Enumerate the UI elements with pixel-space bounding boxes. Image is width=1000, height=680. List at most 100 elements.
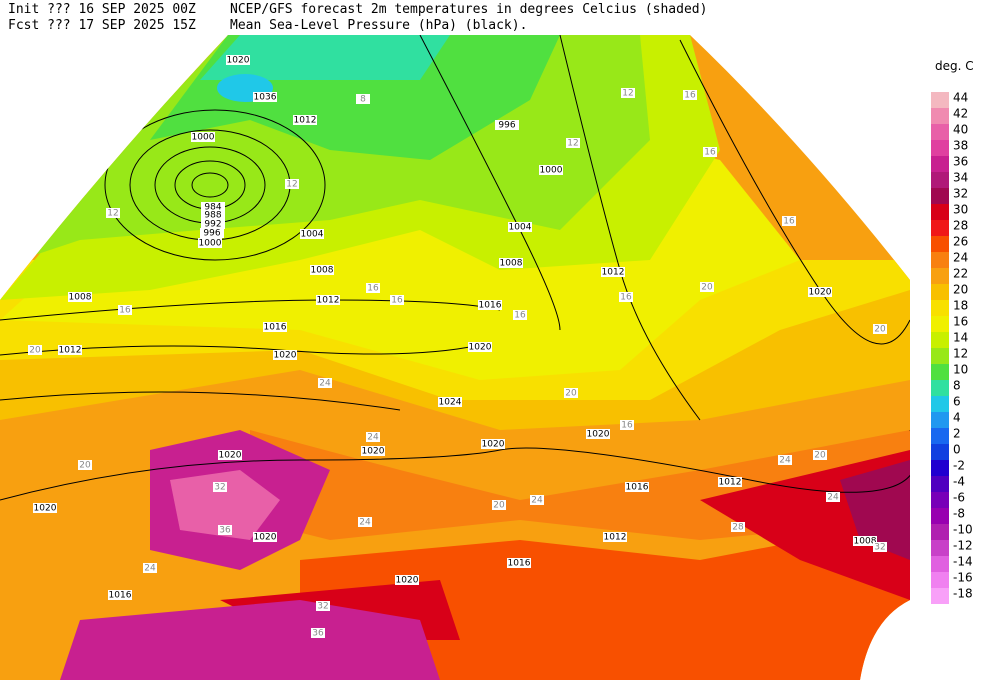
isobar-label-bg bbox=[253, 92, 277, 102]
temp-label: 12 bbox=[622, 89, 633, 99]
temp-label-bg bbox=[492, 500, 506, 510]
legend-swatch bbox=[931, 364, 949, 380]
isobar-label-bg bbox=[58, 345, 82, 355]
isobar-label-bg bbox=[108, 590, 132, 600]
isobar-label-bg bbox=[310, 265, 334, 275]
legend-label: 36 bbox=[953, 155, 968, 169]
legend-label: 22 bbox=[953, 267, 968, 281]
isobar-label: 992 bbox=[204, 220, 221, 230]
isobar-label-bg bbox=[808, 287, 832, 297]
temp-label: 16 bbox=[367, 284, 379, 294]
map-labels: 1020103610121000984988992996100010041008… bbox=[28, 55, 887, 639]
legend-label: -12 bbox=[953, 539, 973, 553]
temp-label: 12 bbox=[567, 139, 578, 149]
legend-label: 2 bbox=[953, 427, 961, 441]
isobar-label: 1016 bbox=[508, 559, 531, 569]
temp-label: 20 bbox=[79, 461, 91, 471]
temp-label: 24 bbox=[779, 456, 791, 466]
temp-label: 32 bbox=[874, 543, 885, 553]
isobar-label: 1000 bbox=[199, 239, 222, 249]
temp-label: 32 bbox=[214, 483, 225, 493]
legend-label: -6 bbox=[953, 491, 965, 505]
isobar-label: 1020 bbox=[809, 288, 832, 298]
isobar-label-bg bbox=[499, 258, 523, 268]
legend-swatch bbox=[931, 156, 949, 172]
isobar-label: 1020 bbox=[396, 576, 419, 586]
temp-label: 20 bbox=[814, 451, 826, 461]
temp-label: 32 bbox=[317, 602, 328, 612]
temp-label-bg bbox=[703, 147, 717, 157]
temp-label-bg bbox=[530, 495, 544, 505]
isobar-label-bg bbox=[539, 165, 563, 175]
temp-label-bg bbox=[28, 345, 42, 355]
isobar-label-bg bbox=[300, 229, 324, 239]
temp-label-bg bbox=[873, 542, 887, 552]
temp-label: 16 bbox=[684, 91, 696, 101]
temp-label: 16 bbox=[621, 421, 633, 431]
isobar-label-bg bbox=[468, 342, 492, 352]
legend-swatch bbox=[931, 220, 949, 236]
legend-swatch bbox=[931, 124, 949, 140]
temp-label-bg bbox=[118, 305, 132, 315]
isobar-label: 1016 bbox=[479, 301, 502, 311]
temp-label: 24 bbox=[359, 518, 371, 528]
temp-label-bg bbox=[366, 432, 380, 442]
legend-label: -18 bbox=[953, 587, 973, 601]
isobar-label: 984 bbox=[204, 203, 221, 213]
temp-label: 16 bbox=[119, 306, 131, 316]
isobar-label-bg bbox=[200, 228, 224, 238]
isobar-label-bg bbox=[508, 222, 532, 232]
temp-label: 36 bbox=[219, 526, 231, 536]
temp-label-bg bbox=[285, 179, 299, 189]
isobar-label-bg bbox=[361, 446, 385, 456]
legend-label: 4 bbox=[953, 411, 961, 425]
isobar-label: 1024 bbox=[439, 398, 462, 408]
temp-label: 24 bbox=[367, 433, 379, 443]
legend-swatch bbox=[931, 396, 949, 412]
isobar-label-bg bbox=[481, 439, 505, 449]
temp-label-bg bbox=[106, 208, 120, 218]
isobar-label: 988 bbox=[204, 211, 221, 221]
legend-label: -16 bbox=[953, 571, 973, 585]
isobar-label-bg bbox=[226, 55, 250, 65]
legend-swatch bbox=[931, 172, 949, 188]
temp-label-bg bbox=[143, 563, 157, 573]
legend-swatch bbox=[931, 332, 949, 348]
title-text: NCEP/GFS forecast 2m temperatures in deg… bbox=[230, 2, 707, 17]
isobar-label: 1020 bbox=[227, 56, 250, 66]
isobar-label: 1020 bbox=[274, 351, 297, 361]
legend-label: 10 bbox=[953, 363, 968, 377]
temp-label-bg bbox=[700, 282, 714, 292]
legend-swatch bbox=[931, 268, 949, 284]
legend-swatch bbox=[931, 236, 949, 252]
isobar-label: 1016 bbox=[626, 483, 649, 493]
legend-swatch bbox=[931, 508, 949, 524]
legend-label: -4 bbox=[953, 475, 965, 489]
init-text: Init ??? 16 SEP 2025 00Z bbox=[8, 2, 196, 17]
legend-label: 20 bbox=[953, 283, 968, 297]
legend-swatch bbox=[931, 252, 949, 268]
legend-label: 18 bbox=[953, 299, 968, 313]
isobar-label-bg bbox=[68, 292, 92, 302]
isobar-label: 1012 bbox=[59, 346, 82, 356]
temp-label: 24 bbox=[531, 496, 543, 506]
temp-label: 20 bbox=[701, 283, 713, 293]
temp-label: 36 bbox=[312, 629, 324, 639]
isobar-label: 1012 bbox=[317, 296, 340, 306]
isobar-label: 1008 bbox=[500, 259, 523, 269]
legend-swatch bbox=[931, 316, 949, 332]
isobar-label: 1016 bbox=[264, 323, 287, 333]
temp-label: 8 bbox=[360, 95, 366, 105]
isobar-label-bg bbox=[201, 202, 225, 212]
legend-label: 0 bbox=[953, 443, 961, 457]
temp-label: 16 bbox=[514, 311, 526, 321]
temp-label: 20 bbox=[493, 501, 505, 511]
temp-label: 16 bbox=[783, 217, 795, 227]
isobar-label-bg bbox=[191, 132, 215, 142]
temp-label-bg bbox=[564, 388, 578, 398]
legend-label: -14 bbox=[953, 555, 973, 569]
isobar-label-bg bbox=[603, 532, 627, 542]
legend-swatch bbox=[931, 348, 949, 364]
legend-swatch bbox=[931, 108, 949, 124]
isobar-label: 1008 bbox=[311, 266, 334, 276]
